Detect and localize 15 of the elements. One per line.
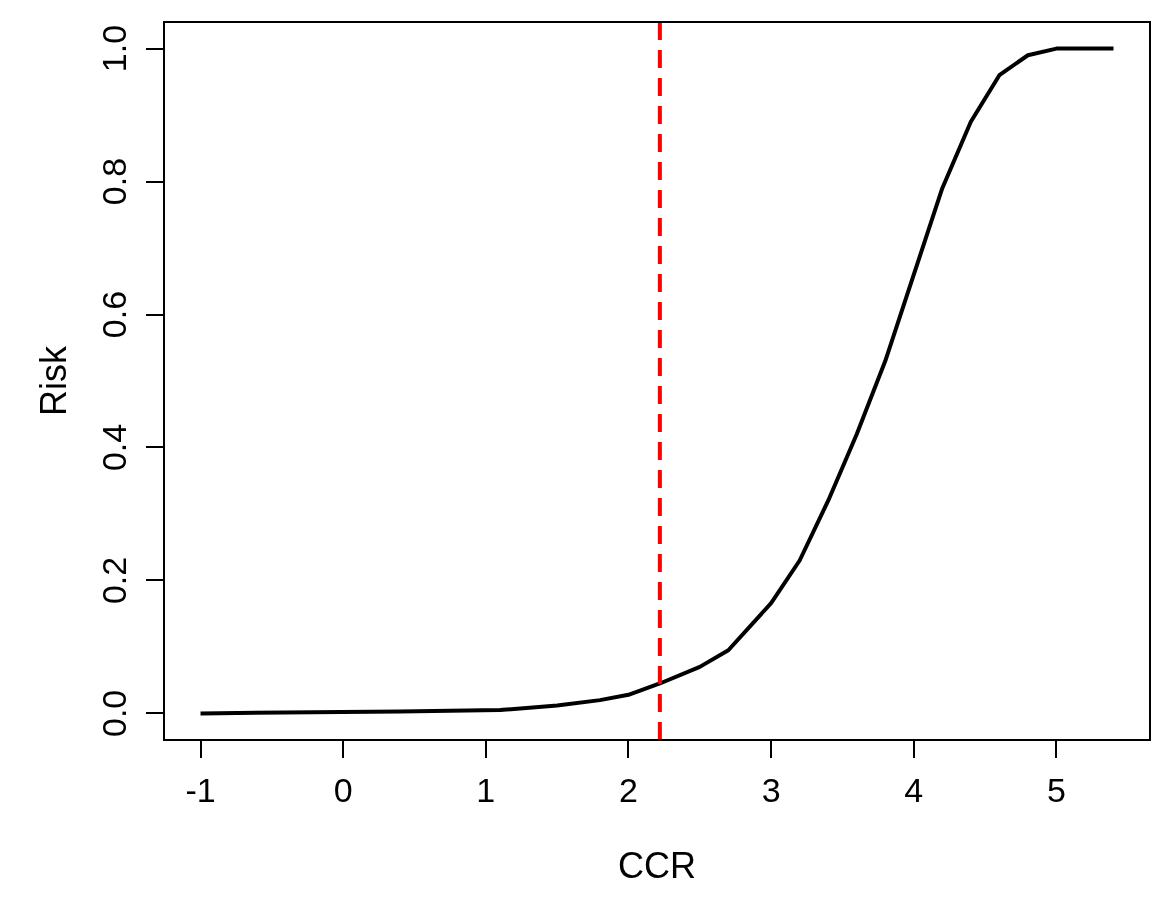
x-tick-label: 0 (333, 770, 353, 809)
x-tick-label: 3 (761, 770, 781, 809)
y-tick-label: 0.0 (95, 689, 134, 738)
y-tick-label: 0.2 (95, 556, 134, 605)
y-tick-label: 0.4 (95, 423, 134, 472)
x-tick-label: 4 (904, 770, 924, 809)
x-tick-label: 2 (619, 770, 638, 809)
y-tick-label: 0.8 (95, 157, 134, 206)
x-axis-title: CCR (618, 845, 696, 887)
x-tick-label: 5 (1046, 770, 1066, 809)
y-tick-label: 0.6 (95, 290, 134, 339)
x-tick-label: -1 (185, 770, 216, 809)
x-tick-label: 1 (476, 770, 496, 809)
y-tick-label: 1.0 (95, 24, 134, 73)
y-axis-title: Risk (32, 345, 74, 416)
